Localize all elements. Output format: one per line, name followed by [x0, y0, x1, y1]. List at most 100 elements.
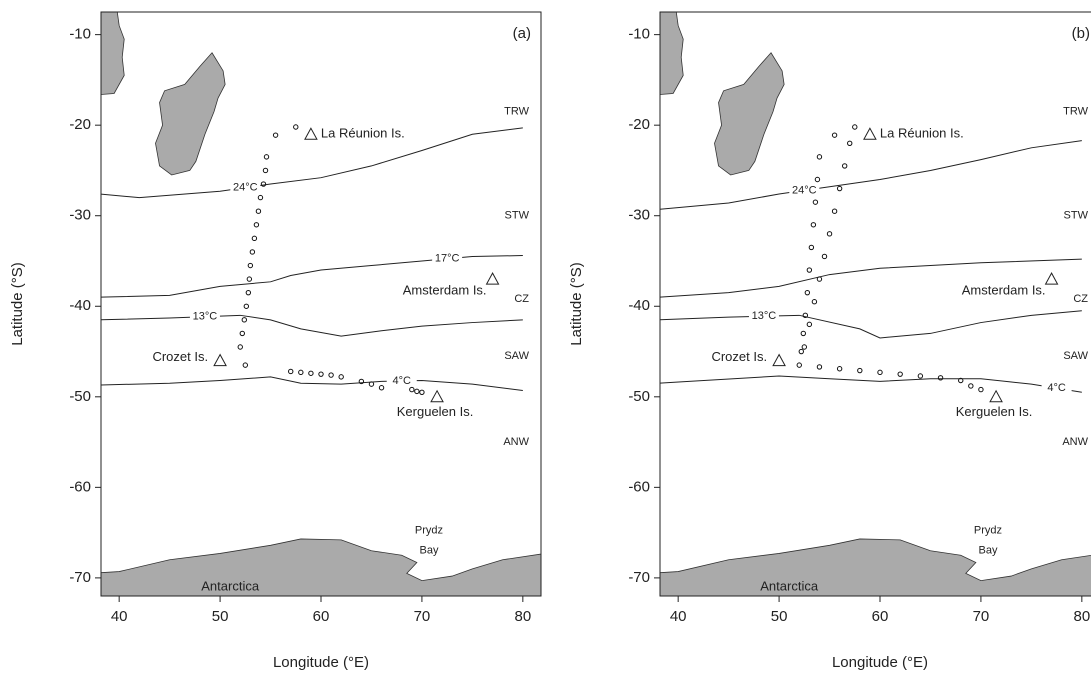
isotherm-label-bg: [789, 184, 820, 197]
track-point: [419, 389, 425, 395]
isotherm-line: [101, 127, 523, 199]
isotherm-line: [660, 375, 1082, 393]
island-marker: [772, 353, 786, 367]
land: [101, 538, 541, 596]
island-label: La Réunion Is.: [880, 126, 964, 141]
track-point: [318, 371, 324, 377]
y-tick-label: -10: [69, 26, 91, 43]
track-point: [847, 140, 853, 146]
island-label: Kerguelen Is.: [956, 404, 1033, 419]
zone-label: STW: [1064, 210, 1089, 222]
track-point: [831, 132, 838, 138]
track-point: [836, 366, 843, 372]
track-point: [810, 222, 817, 228]
track-point: [806, 267, 813, 273]
track-point: [841, 163, 848, 169]
track-point: [260, 181, 267, 187]
place-label: Bay: [978, 545, 997, 557]
zone-label: TRW: [504, 106, 529, 118]
y-tick-label: -20: [69, 116, 91, 133]
track-point: [245, 289, 252, 296]
x-tick-label: 60: [313, 608, 330, 625]
track-point: [811, 299, 818, 305]
track-point: [409, 386, 415, 393]
island-marker: [863, 127, 877, 140]
track-point: [255, 208, 262, 214]
y-tick-label: -60: [628, 478, 650, 495]
isotherm-label-bg: [1041, 382, 1072, 395]
track-point: [796, 362, 802, 368]
y-tick-label: -70: [69, 569, 91, 586]
track-point: [802, 312, 809, 319]
island-label: Amsterdam Is.: [962, 283, 1046, 298]
island-marker: [989, 389, 1003, 403]
track-point: [272, 132, 279, 138]
y-tick-label: -50: [628, 388, 650, 405]
island-label: Crozet Is.: [152, 349, 208, 364]
isotherm-label-bg: [748, 310, 779, 323]
y-tick-label: -20: [628, 116, 650, 133]
isotherm-line: [660, 310, 1082, 339]
zone-label: SAW: [1063, 350, 1088, 362]
isotherm-label-bg: [189, 310, 220, 323]
zone-label: SAW: [504, 350, 529, 362]
track-point: [308, 370, 314, 376]
track-point: [857, 367, 863, 374]
island-marker: [430, 389, 444, 403]
panel-label: (a): [513, 25, 531, 42]
x-tick-label: 80: [514, 608, 531, 625]
track-point: [247, 262, 254, 269]
zone-label: STW: [505, 210, 530, 222]
track-point: [801, 344, 808, 350]
track-point: [237, 344, 243, 350]
track-point: [243, 303, 250, 309]
isotherm-label: 4°C: [1047, 382, 1066, 394]
track-point: [958, 377, 964, 384]
track-point: [241, 317, 248, 323]
island-label: Crozet Is.: [711, 349, 767, 364]
track-point: [836, 185, 843, 192]
y-tick-label: -60: [69, 478, 91, 495]
isotherm-label: 13°C: [752, 310, 777, 322]
x-tick-label: 80: [1073, 608, 1090, 625]
panel-label: (b): [1072, 25, 1090, 42]
track-point: [917, 373, 924, 379]
map-panel: 24°C 17°C 13°C 4°C La Réunion Is. Amsterdam I…: [9, 11, 542, 671]
track-point: [812, 199, 819, 205]
x-tick-label: 70: [414, 608, 431, 625]
isotherm-label: 24°C: [233, 182, 258, 194]
track-point: [808, 244, 815, 251]
zone-label: CZ: [514, 293, 529, 305]
y-tick-label: -30: [69, 207, 91, 224]
isotherm-label-bg: [386, 374, 417, 387]
track-point: [251, 235, 258, 242]
track-point: [852, 124, 858, 130]
isotherm-line: [660, 140, 1082, 210]
track-point: [253, 222, 260, 228]
isotherm-line: [101, 376, 523, 391]
track-point: [798, 348, 804, 355]
isotherm-line: [101, 314, 523, 337]
track-point: [826, 231, 833, 237]
track-point: [831, 208, 838, 214]
track-point: [239, 330, 245, 337]
plot-area: 24°C 17°C 13°C 4°C La Réunion Is. Amsterdam I…: [101, 12, 541, 596]
zone-label: ANW: [1062, 436, 1088, 448]
zone-label: TRW: [1063, 106, 1088, 118]
track-point: [804, 289, 811, 296]
y-tick-label: -70: [628, 569, 650, 586]
isotherm-label: 17°C: [435, 253, 460, 265]
island-label: La Réunion Is.: [321, 126, 405, 141]
place-label: Bay: [419, 545, 438, 557]
track-point: [257, 194, 264, 201]
track-point: [358, 378, 365, 385]
island-marker: [485, 272, 500, 285]
isotherm-label: 4°C: [392, 375, 411, 387]
island-marker: [304, 127, 318, 140]
track-point: [978, 386, 984, 393]
x-tick-label: 50: [771, 608, 788, 625]
y-tick-label: -40: [628, 297, 650, 314]
track-point: [821, 253, 828, 260]
